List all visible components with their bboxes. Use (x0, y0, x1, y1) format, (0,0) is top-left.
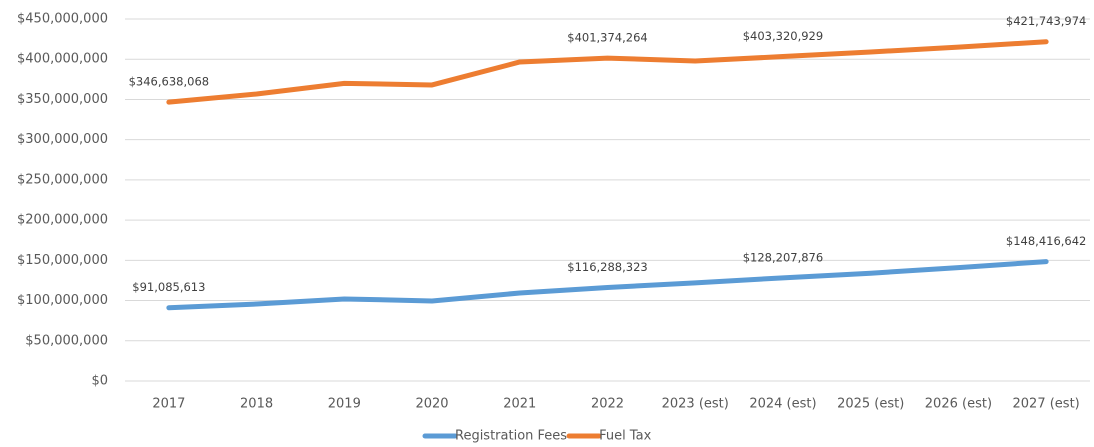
y-tick-label: $450,000,000 (17, 12, 108, 27)
y-tick-label: $200,000,000 (17, 213, 108, 228)
x-tick-label: 2026 (est) (925, 397, 992, 412)
data-label: $346,638,068 (129, 75, 209, 89)
y-tick-label: $150,000,000 (17, 253, 108, 268)
data-label: $128,207,876 (743, 250, 823, 264)
data-label: $148,416,642 (1006, 234, 1086, 248)
x-tick-label: 2019 (328, 397, 361, 412)
y-tick-label: $50,000,000 (25, 333, 108, 348)
series-line (166, 39, 1049, 105)
x-tick-label: 2021 (503, 397, 536, 412)
x-tick-label: 2022 (591, 397, 624, 412)
y-tick-label: $300,000,000 (17, 132, 108, 147)
data-label: $401,374,264 (567, 31, 647, 45)
y-tick-label: $250,000,000 (17, 172, 108, 187)
data-label: $421,743,974 (1006, 14, 1086, 28)
y-tick-label: $0 (91, 374, 108, 389)
legend-label: Fuel Tax (599, 429, 652, 444)
data-label: $403,320,929 (743, 29, 823, 43)
x-tick-label: 2024 (est) (749, 397, 816, 412)
x-tick-label: 2025 (est) (837, 397, 904, 412)
x-tick-label: 2023 (est) (662, 397, 729, 412)
legend-label: Registration Fees (455, 429, 567, 444)
y-tick-label: $100,000,000 (17, 293, 108, 308)
data-label: $116,288,323 (567, 260, 647, 274)
series-line (166, 259, 1049, 311)
x-tick-label: 2017 (152, 397, 185, 412)
y-tick-label: $350,000,000 (17, 92, 108, 107)
y-tick-label: $400,000,000 (17, 52, 108, 67)
x-tick-label: 2027 (est) (1013, 397, 1080, 412)
x-tick-label: 2020 (415, 397, 448, 412)
x-tick-label: 2018 (240, 397, 273, 412)
data-label: $91,085,613 (132, 280, 205, 294)
